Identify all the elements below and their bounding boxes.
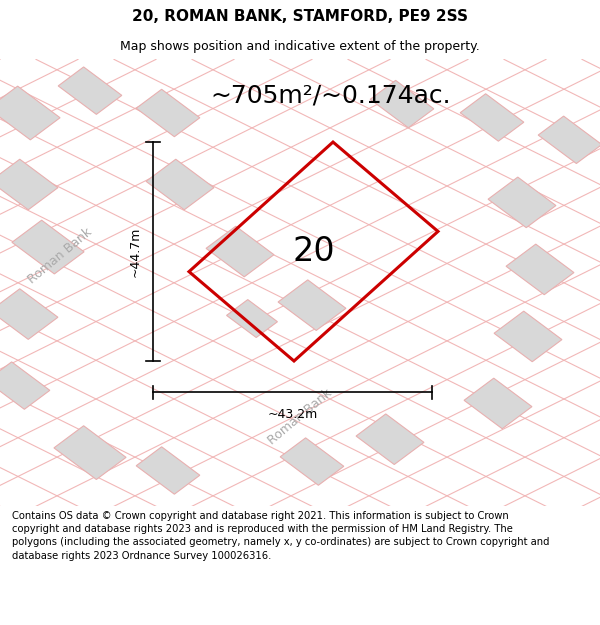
Polygon shape — [506, 244, 574, 294]
Polygon shape — [136, 89, 200, 137]
Text: Contains OS data © Crown copyright and database right 2021. This information is : Contains OS data © Crown copyright and d… — [12, 511, 550, 561]
Polygon shape — [54, 426, 126, 479]
Polygon shape — [280, 438, 344, 485]
Text: 20, ROMAN BANK, STAMFORD, PE9 2SS: 20, ROMAN BANK, STAMFORD, PE9 2SS — [132, 9, 468, 24]
Polygon shape — [146, 159, 214, 210]
Polygon shape — [136, 447, 200, 494]
Polygon shape — [356, 414, 424, 464]
Text: Roman Bank: Roman Bank — [26, 226, 94, 286]
Polygon shape — [0, 362, 50, 409]
Polygon shape — [58, 67, 122, 114]
Text: ~705m²/~0.174ac.: ~705m²/~0.174ac. — [210, 83, 451, 107]
Polygon shape — [0, 86, 60, 140]
Polygon shape — [0, 289, 58, 339]
Polygon shape — [538, 116, 600, 164]
Polygon shape — [12, 220, 84, 274]
Polygon shape — [0, 159, 58, 210]
Text: Roman Bank: Roman Bank — [266, 386, 334, 448]
Text: ~44.7m: ~44.7m — [128, 226, 142, 277]
Polygon shape — [206, 226, 274, 277]
Text: Map shows position and indicative extent of the property.: Map shows position and indicative extent… — [120, 40, 480, 52]
Text: ~43.2m: ~43.2m — [268, 408, 317, 421]
Polygon shape — [460, 94, 524, 141]
Polygon shape — [464, 378, 532, 429]
Polygon shape — [278, 280, 346, 331]
Polygon shape — [494, 311, 562, 362]
Polygon shape — [488, 177, 556, 227]
Polygon shape — [227, 299, 277, 338]
Polygon shape — [370, 81, 434, 128]
Text: 20: 20 — [292, 235, 335, 268]
